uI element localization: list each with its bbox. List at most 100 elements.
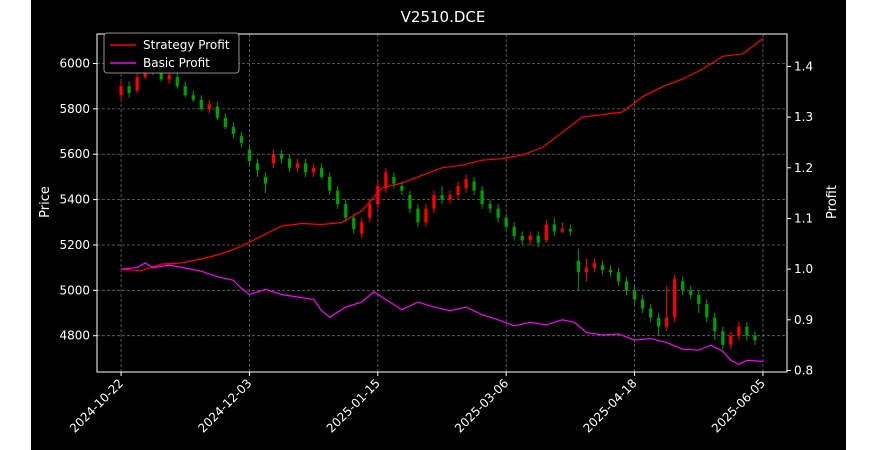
y-right-tick-label: 1.4: [794, 59, 813, 73]
x-tick-label: 2025-04-18: [580, 376, 639, 435]
candle-body: [159, 72, 163, 80]
y-left-tick-label: 5200: [59, 238, 90, 252]
candle-body: [416, 208, 420, 223]
x-tick-label: 2024-12-03: [195, 376, 254, 435]
candle-body: [239, 136, 244, 143]
candle-body: [440, 195, 444, 200]
legend-label: Strategy Profit: [143, 38, 230, 52]
candle-body: [584, 267, 589, 273]
candle-body: [344, 204, 348, 218]
candle-body: [231, 127, 235, 134]
candle-body: [368, 204, 372, 218]
x-tick-label: 2025-01-15: [324, 376, 383, 435]
candle-body: [480, 190, 484, 205]
candle-body: [376, 185, 380, 205]
candle-body: [608, 269, 613, 273]
y-left-tick-label: 5400: [59, 193, 90, 207]
candle-body: [328, 176, 332, 191]
candle-body: [279, 154, 284, 159]
y-left-tick-label: 5000: [59, 283, 90, 297]
candlestick-series: [119, 61, 757, 350]
y-right-tick-label: 1.1: [794, 211, 813, 225]
candle-body: [456, 185, 460, 196]
candle-body: [263, 176, 268, 184]
candle-body: [384, 172, 388, 189]
legend: Strategy Profit Basic Profit: [103, 32, 240, 74]
candle-body: [624, 281, 629, 291]
candle-body: [496, 208, 500, 218]
legend-box: [103, 32, 240, 74]
candle-body: [295, 163, 300, 168]
candle-body: [600, 265, 605, 270]
y-left-tick-label: 4800: [59, 329, 90, 343]
candle-body: [183, 86, 187, 96]
candle-body: [119, 86, 123, 96]
candle-body: [560, 229, 564, 232]
candle-body: [520, 235, 524, 241]
candle-body: [247, 149, 252, 162]
candle-body: [568, 229, 572, 232]
candle-body: [135, 77, 139, 91]
candle-body: [320, 167, 324, 177]
candle-body: [504, 217, 508, 227]
y-axis-left: 4800 5000 5200 5400 5600 5800 6000: [59, 56, 97, 343]
candle-body: [528, 235, 532, 241]
plot-border: [96, 33, 788, 373]
x-axis: 2024-10-22 2024-12-03 2025-01-15 2025-03-06…: [67, 372, 768, 435]
candle-body: [175, 77, 179, 87]
candle-body: [464, 179, 468, 189]
y-axis-right-label: Profit: [825, 185, 840, 219]
candle-body: [544, 224, 548, 241]
chart-title: V2510.DCE: [401, 8, 486, 26]
candle-body: [255, 163, 260, 171]
candle-body: [472, 181, 476, 191]
y-right-tick-label: 0.9: [794, 313, 813, 327]
candle-body: [632, 290, 637, 300]
y-right-tick-label: 0.8: [794, 363, 813, 377]
candle-body: [424, 208, 428, 223]
candle-body: [191, 95, 195, 100]
plot-area: [96, 33, 788, 373]
candle-body: [592, 263, 597, 268]
candle-body: [649, 308, 653, 318]
candle-body: [713, 317, 717, 332]
candle-body: [665, 317, 669, 327]
candle-body: [223, 117, 227, 128]
candle-body: [448, 195, 452, 200]
y-right-tick-label: 1.2: [794, 161, 813, 175]
candle-body: [408, 195, 412, 209]
candle-body: [576, 260, 580, 273]
candle-body: [304, 163, 308, 173]
x-tick-label: 2025-03-06: [452, 376, 511, 435]
y-right-tick-label: 1.0: [794, 262, 813, 276]
candle-body: [729, 335, 733, 345]
candle-body: [697, 294, 701, 304]
plot-frame: [96, 33, 788, 373]
candle-body: [721, 331, 725, 345]
candle-body: [488, 204, 492, 209]
candle-body: [657, 317, 661, 327]
candle-body: [352, 217, 356, 230]
candle-body: [167, 74, 171, 80]
candle-body: [360, 222, 364, 234]
candle-body: [640, 299, 645, 309]
candle-body: [681, 281, 685, 291]
candle-body: [207, 104, 211, 109]
candle-body: [737, 326, 741, 336]
candle-body: [271, 154, 276, 164]
figure-background: [31, 0, 846, 450]
y-axis-left-label: Price: [38, 186, 53, 218]
grid-lines: [97, 34, 787, 372]
legend-label: Basic Profit: [143, 56, 210, 70]
candle-body: [552, 224, 556, 232]
candle-body: [616, 272, 621, 282]
candle-body: [215, 106, 219, 118]
x-tick-label: 2025-06-05: [709, 376, 768, 435]
y-right-tick-label: 1.3: [794, 110, 813, 124]
series-line-basic-profit: [121, 262, 763, 366]
candle-body: [336, 190, 340, 205]
candle-body: [705, 303, 709, 318]
y-left-tick-label: 5600: [59, 147, 90, 161]
candle-body: [689, 290, 693, 295]
